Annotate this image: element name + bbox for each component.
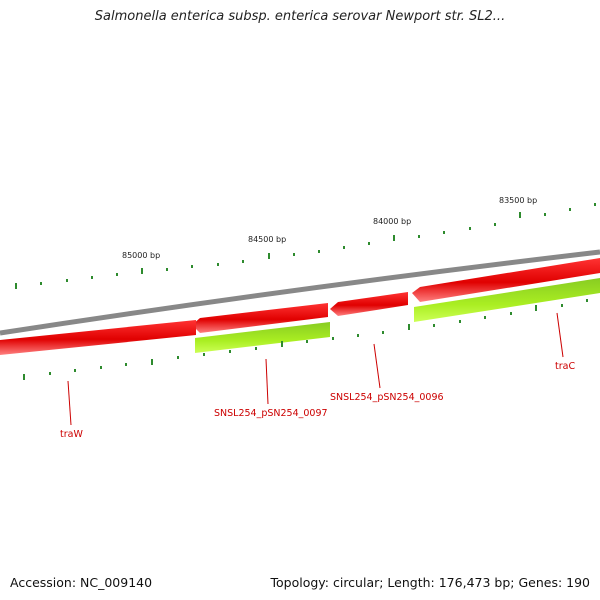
label-leaders [67, 312, 564, 426]
leader-line-0096 [373, 343, 381, 389]
minor-tick [494, 223, 496, 226]
leader-line-traw [67, 380, 72, 426]
gene-label-0097[interactable]: SNSL254_pSN254_0097 [214, 408, 328, 419]
minor-tick [418, 235, 420, 238]
gene-arrow-0097[interactable] [192, 303, 328, 333]
gene-label-0096[interactable]: SNSL254_pSN254_0096 [330, 392, 444, 403]
minor-tick [91, 276, 93, 279]
leader-line-0097 [265, 358, 269, 405]
inner-tick [357, 334, 359, 337]
minor-tick [318, 250, 320, 253]
minor-tick [544, 213, 546, 216]
inner-tick [203, 353, 205, 356]
page-title: Salmonella enterica subsp. enterica sero… [94, 9, 506, 24]
inner-tick [433, 324, 435, 327]
inner-tick [586, 299, 588, 302]
minor-tick [393, 235, 395, 241]
minor-tick [166, 268, 168, 271]
inner-tick [306, 340, 308, 343]
inner-tick [100, 366, 102, 369]
inner-tick [74, 369, 76, 372]
minor-tick [40, 282, 42, 285]
minor-tick [268, 253, 270, 259]
inner-tick [484, 316, 486, 319]
backbone-ring [0, 249, 600, 336]
minor-tick [519, 212, 521, 218]
tick-label-85000: 85000 bp [122, 251, 160, 260]
inner-tick [125, 363, 127, 366]
minor-ticks [15, 203, 596, 289]
inner-tick [535, 305, 537, 311]
inner-tick [177, 356, 179, 359]
minor-tick [242, 260, 244, 263]
minor-tick [368, 242, 370, 245]
tick-label-84500: 84500 bp [248, 235, 286, 244]
gene-arrow-trac[interactable] [412, 258, 600, 302]
inner-tick [510, 312, 512, 315]
minor-tick [116, 273, 118, 276]
gene-label-trac[interactable]: traC [555, 361, 575, 372]
inner-tick [561, 304, 563, 307]
inner-tick [23, 374, 25, 380]
inner-tick [332, 337, 334, 340]
minor-tick [443, 231, 445, 234]
cds-bar-0097[interactable] [195, 322, 330, 353]
topology-summary: Topology: circular; Length: 176,473 bp; … [270, 575, 591, 590]
inner-tick [255, 347, 257, 350]
accession-text: Accession: NC_009140 [10, 575, 153, 590]
gene-arrow-0096[interactable] [330, 292, 408, 316]
inner-tick [151, 359, 153, 365]
cds-bar-trac[interactable] [414, 278, 600, 322]
minor-tick [469, 227, 471, 230]
minor-tick [569, 208, 571, 211]
inner-tick [281, 341, 283, 347]
tick-label-83500: 83500 bp [499, 196, 537, 205]
scale-ring: 85000 bp 84500 bp 84000 bp 83500 bp [15, 196, 596, 289]
gene-arrow-traw[interactable] [0, 320, 196, 355]
minor-tick [217, 263, 219, 266]
minor-tick [15, 283, 17, 289]
leader-line-trac [556, 312, 564, 358]
inner-ticks [23, 299, 588, 380]
inner-tick [49, 372, 51, 375]
minor-tick [141, 268, 143, 274]
minor-tick [343, 246, 345, 249]
tick-label-84000: 84000 bp [373, 217, 411, 226]
gene-track-inner [195, 278, 600, 353]
gene-track-outer [0, 258, 600, 355]
minor-tick [293, 253, 295, 256]
minor-tick [66, 279, 68, 282]
minor-tick [191, 265, 193, 268]
inner-tick [459, 320, 461, 323]
gene-label-traw[interactable]: traW [60, 429, 83, 440]
inner-tick [382, 331, 384, 334]
minor-tick [594, 203, 596, 206]
inner-tick [229, 350, 231, 353]
inner-tick [408, 324, 410, 330]
